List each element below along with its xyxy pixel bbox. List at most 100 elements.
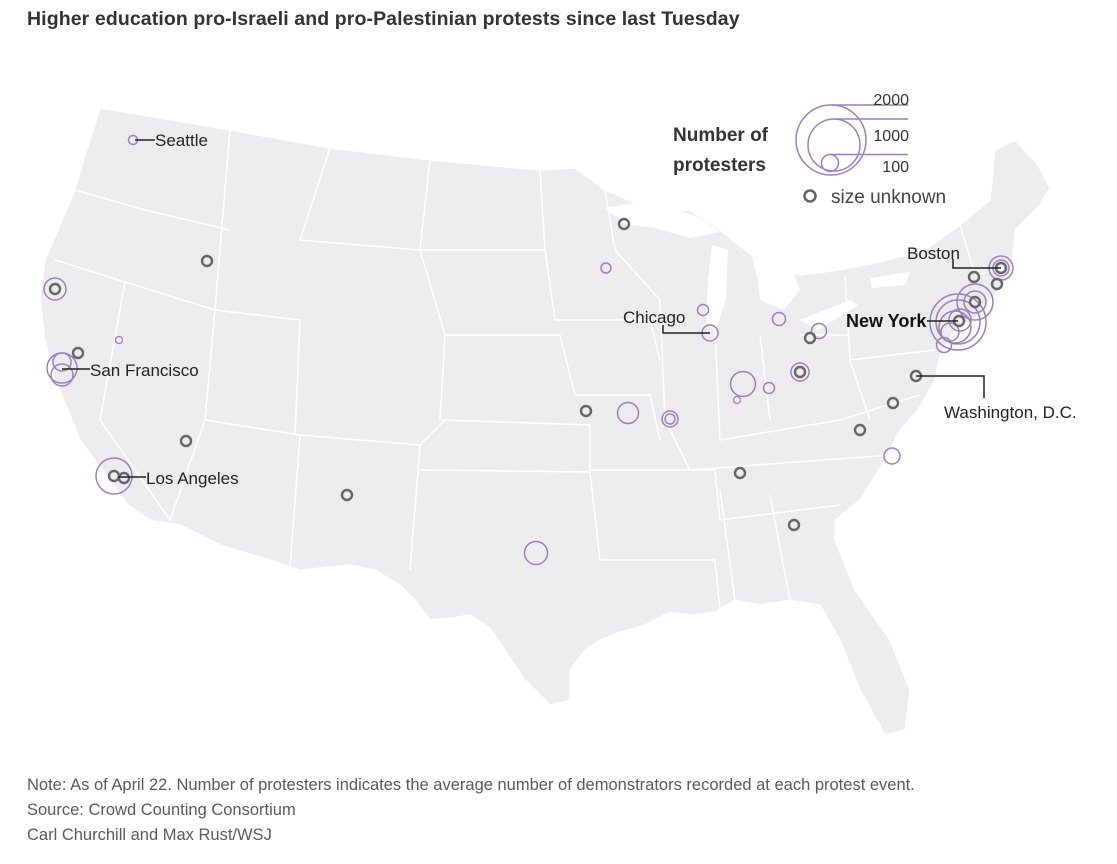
protest-marker [179, 434, 193, 448]
boundary-line [289, 434, 301, 569]
legend-unknown-label: size unknown [831, 187, 946, 208]
boundary-line [419, 469, 601, 561]
protest-marker-nyc [929, 293, 987, 351]
protest-marker [940, 322, 960, 342]
leader-line [662, 325, 710, 334]
protest-marker [733, 466, 747, 480]
legend-circle-2000 [795, 104, 867, 176]
protest-marker [114, 335, 124, 345]
boundary-line [555, 319, 661, 361]
protest-marker [810, 322, 828, 340]
source-text: Source: Crowd Counting Consortium [27, 801, 296, 819]
protest-marker [990, 277, 1004, 291]
lake-ontario [870, 272, 910, 288]
boundary-line [169, 129, 231, 521]
boundary-line [714, 329, 721, 441]
boundary-line [99, 281, 171, 521]
protest-marker [729, 370, 757, 398]
legend-label-1000: 1000 [873, 128, 909, 145]
credit-text: Carl Churchill and Max Rust/WSJ [27, 826, 272, 844]
protest-marker [963, 290, 987, 314]
protest-marker [732, 395, 742, 405]
boundary-line [445, 334, 576, 396]
boundary-line [204, 419, 446, 446]
protest-marker [661, 410, 679, 428]
protest-marker [579, 404, 593, 418]
legend-circle-1000 [807, 118, 861, 172]
city-label-washington-dc: Washington, D.C. [944, 403, 1077, 422]
protest-marker [883, 447, 901, 465]
legend-label-2000: 2000 [873, 92, 909, 109]
city-label-new-york: New York [846, 311, 927, 331]
protest-marker [793, 365, 807, 379]
protest-marker [696, 303, 710, 317]
lake-superior [605, 200, 720, 238]
boundary-line [419, 159, 446, 421]
protest-marker [968, 295, 982, 309]
protest-marker [762, 381, 776, 395]
legend-title-line1: Number of [673, 125, 769, 146]
protest-marker [340, 488, 354, 502]
boundary-line [849, 359, 871, 421]
protest-marker [771, 311, 787, 327]
boundary-line [409, 444, 421, 571]
protest-marker [48, 282, 62, 296]
boundary-line [719, 394, 921, 441]
boundary-line [539, 169, 546, 251]
boundary-line [759, 334, 771, 421]
legend: Number of protesters 2000 1000 100 size … [673, 92, 946, 208]
lake-erie [800, 300, 858, 330]
boundary-line [575, 394, 661, 441]
boundary-line [600, 559, 721, 611]
protest-marker [787, 518, 801, 532]
protest-marker [50, 363, 74, 387]
protest-marker [956, 283, 994, 321]
protest-marker [935, 299, 981, 345]
protest-marker [43, 277, 67, 301]
protest-marker [790, 362, 810, 382]
boundary-line [590, 469, 721, 521]
protest-marker [600, 262, 612, 274]
protest-marker [52, 352, 72, 372]
city-label-chicago: Chicago [623, 308, 685, 327]
legend-label-100: 100 [882, 159, 909, 176]
boundary-line [959, 224, 1006, 276]
boundary-line [439, 419, 591, 470]
city-label-seattle: Seattle [155, 131, 208, 150]
protest-marker [967, 270, 981, 284]
boundary-line [214, 309, 301, 436]
protest-marker [523, 540, 549, 566]
chart-title: Higher education pro-Israeli and pro-Pal… [27, 8, 740, 30]
legend-title-line2: protesters [673, 155, 766, 176]
boundary-line [769, 494, 791, 601]
leader-line [916, 375, 985, 398]
legend-unknown-marker [803, 189, 817, 203]
lake-huron [752, 258, 800, 310]
leader-line [952, 259, 1001, 269]
note-text: Note: As of April 22. Number of proteste… [27, 776, 915, 794]
protest-marker [803, 331, 817, 345]
protest-marker [616, 401, 640, 425]
protest-marker [71, 346, 85, 360]
protest-marker-la [95, 457, 133, 495]
lake-michigan [706, 245, 728, 330]
legend-circle-100 [820, 153, 840, 173]
boundary-line [719, 489, 736, 601]
protest-marker [935, 336, 953, 354]
boundary-line [689, 454, 891, 471]
footnotes: Note: As of April 22. Number of proteste… [27, 773, 915, 848]
us-landmass [39, 107, 1051, 736]
boundary-line [298, 147, 421, 251]
city-labels: Seattle San Francisco Los Angeles Chicag… [62, 131, 1077, 488]
protest-marker [664, 413, 676, 425]
protest-marker [200, 254, 214, 268]
protest-marker [853, 423, 867, 437]
land [39, 107, 1051, 736]
city-label-boston: Boston [907, 244, 960, 263]
boundary-line [74, 189, 231, 231]
protest-marker [886, 396, 900, 410]
great-lakes [605, 200, 910, 330]
boundary-line [719, 504, 841, 521]
protest-marker [617, 217, 631, 231]
